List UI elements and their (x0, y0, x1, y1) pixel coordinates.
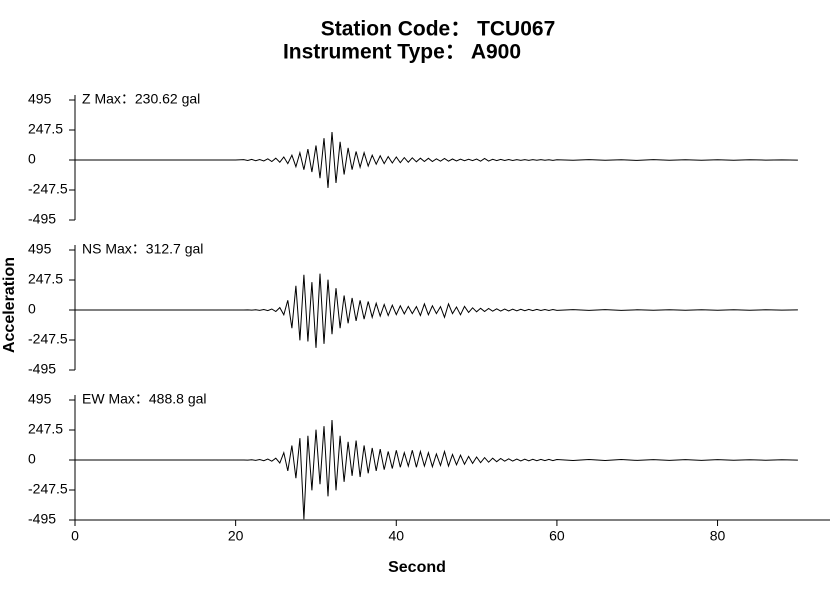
y-tick-label: 247.5 (28, 271, 63, 287)
y-tick-label: -495 (28, 211, 56, 227)
annotation: NS Max：312.7 gal (82, 241, 203, 257)
waveform (75, 273, 798, 348)
x-tick-label: 40 (388, 528, 404, 544)
waveform (75, 419, 798, 520)
y-tick-label: 495 (28, 91, 52, 107)
x-tick-label: 0 (71, 528, 79, 544)
x-tick-label: 80 (710, 528, 726, 544)
y-tick-label: 495 (28, 391, 52, 407)
y-tick-label: -247.5 (28, 331, 68, 347)
annotation: EW Max：488.8 gal (82, 391, 207, 407)
x-axis-label: Second (388, 559, 446, 576)
y-tick-label: 247.5 (28, 121, 63, 137)
y-tick-label: -247.5 (28, 181, 68, 197)
y-axis-label: Acceleration (1, 257, 18, 353)
y-tick-label: 495 (28, 241, 52, 257)
title-line: Instrument Type： A900 (283, 41, 521, 64)
y-tick-label: 0 (28, 301, 36, 317)
y-tick-label: -247.5 (28, 481, 68, 497)
y-tick-label: -495 (28, 511, 56, 527)
y-tick-label: 0 (28, 151, 36, 167)
y-tick-label: 247.5 (28, 421, 63, 437)
y-tick-label: -495 (28, 361, 56, 377)
waveform (75, 131, 798, 188)
x-tick-label: 20 (228, 528, 244, 544)
title-line: Station Code： TCU067 (321, 18, 556, 41)
x-tick-label: 60 (549, 528, 565, 544)
y-tick-label: 0 (28, 451, 36, 467)
annotation: Z Max：230.62 gal (82, 91, 200, 107)
